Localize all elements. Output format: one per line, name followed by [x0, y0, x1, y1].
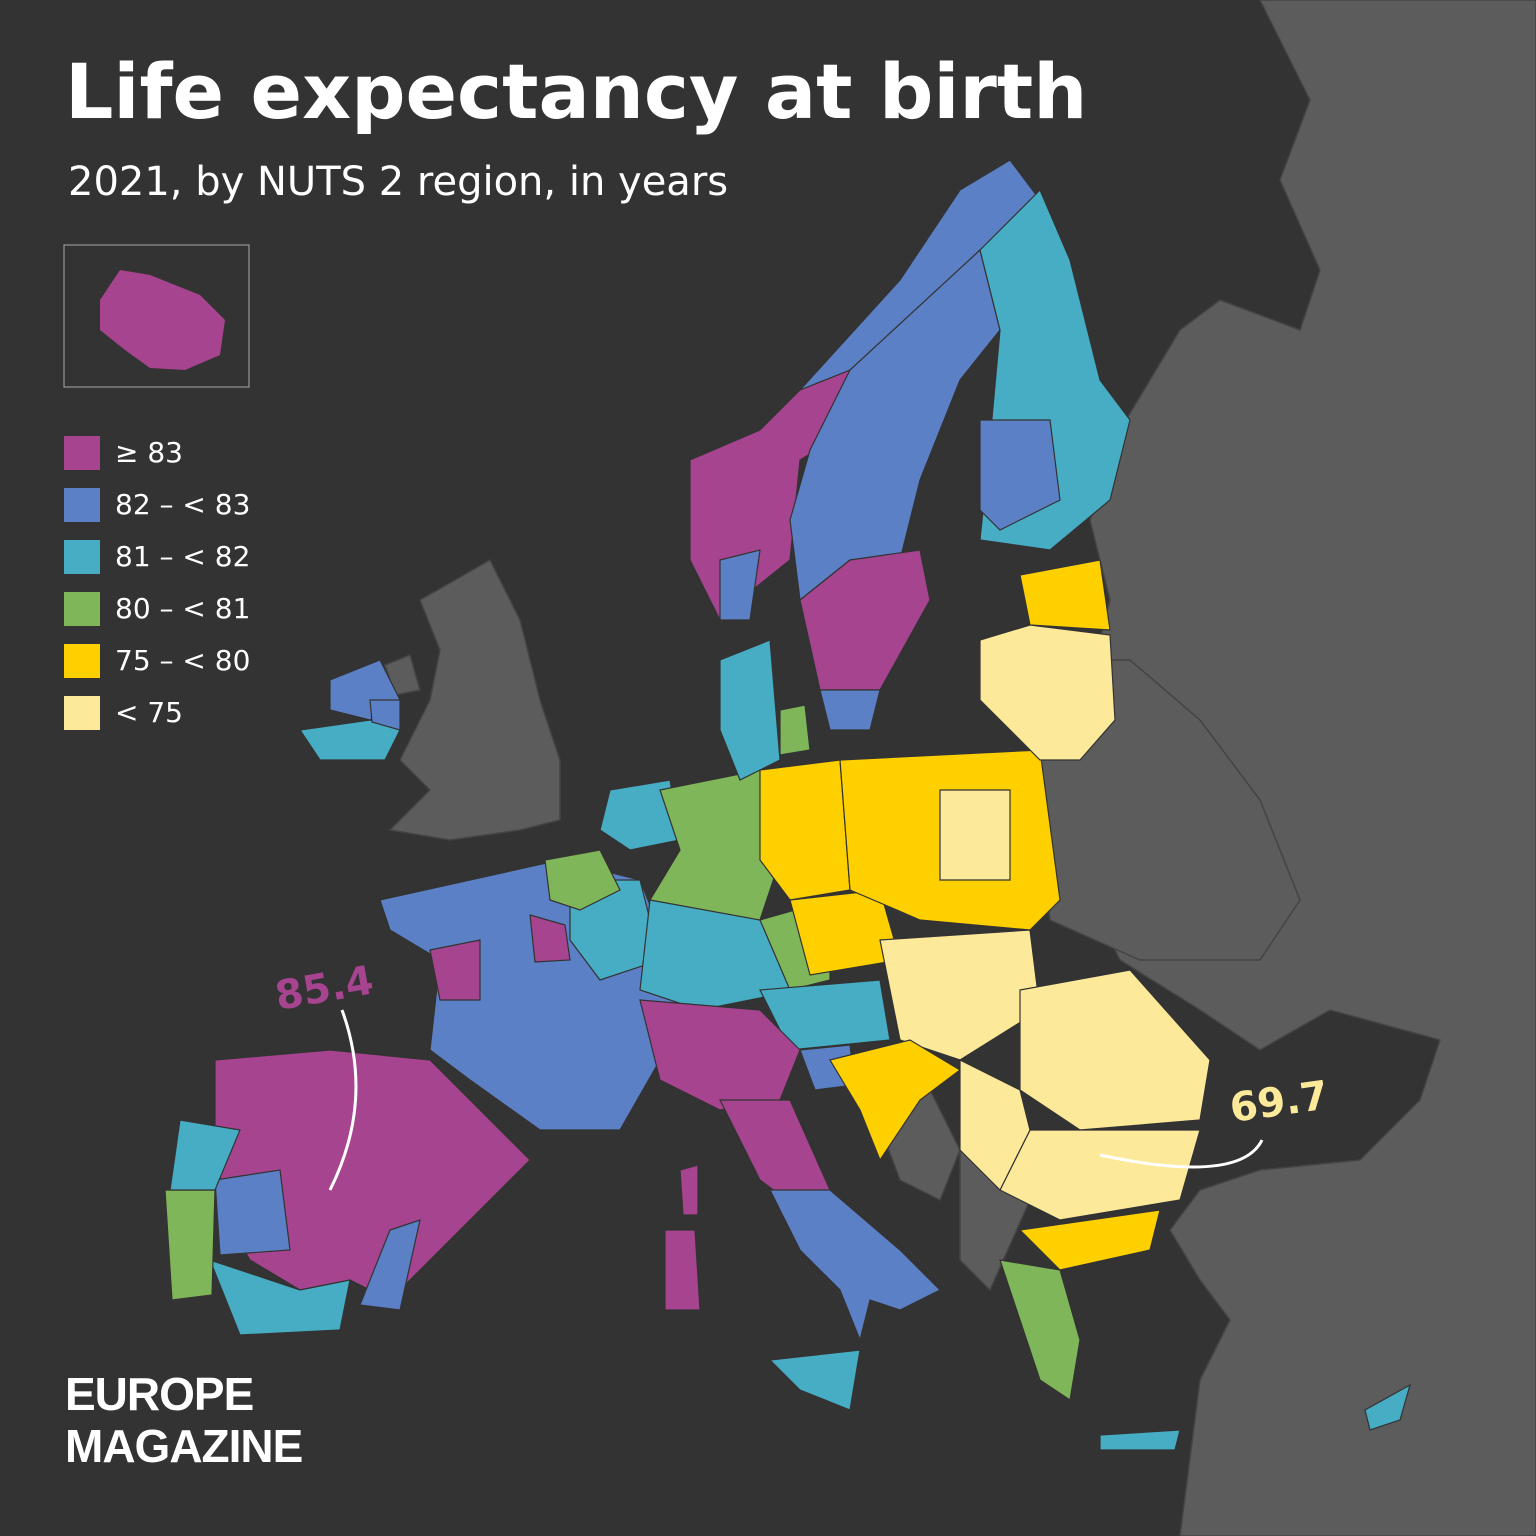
germany-south	[639, 899, 801, 1011]
brand: MAGAZINE	[65, 1420, 302, 1472]
legend-label: 75 – < 80	[115, 644, 250, 677]
germany-east	[759, 759, 851, 901]
pays-de-la-loire	[429, 939, 481, 1001]
legend-label: 81 – < 82	[115, 540, 250, 573]
legend-swatch	[64, 592, 100, 626]
crete	[1099, 1429, 1181, 1451]
denmark	[719, 639, 781, 781]
greece-north	[1018, 1209, 1161, 1271]
legend: ≥ 83 82 – < 83 81 – < 82 80 – < 81 75 – < 80…	[64, 436, 250, 730]
ireland-east	[369, 699, 401, 731]
estonia	[1019, 559, 1111, 631]
inset-frame	[63, 244, 250, 388]
eastern-land	[1039, 0, 1536, 1536]
norway-south	[719, 549, 761, 621]
legend-label: 82 – < 83	[115, 488, 250, 521]
ireland-south	[298, 719, 401, 761]
legend-swatch	[64, 488, 100, 522]
finland-west	[979, 419, 1061, 531]
croatia	[829, 1039, 962, 1162]
portugal-north	[169, 1119, 241, 1191]
italy-south	[769, 1189, 942, 1342]
slovakia-hungary	[879, 929, 1041, 1061]
castile	[214, 1169, 291, 1256]
alsace-region	[569, 879, 661, 981]
subtitle: 2021, by NUTS 2 region, in years	[68, 159, 728, 205]
brand: EUROPE	[65, 1368, 253, 1420]
legend-swatch	[64, 696, 100, 730]
legend-swatch	[64, 436, 100, 470]
great-britain	[388, 558, 561, 841]
valencia	[359, 1219, 421, 1311]
corsica	[679, 1164, 699, 1216]
western-balkan-eu	[959, 1059, 1031, 1192]
andalusia	[208, 1259, 351, 1336]
legend-swatch	[64, 644, 100, 678]
ile-de-france	[529, 914, 571, 963]
title: Life expectancy at birth	[65, 47, 1087, 136]
netherlands	[599, 779, 681, 851]
sicily	[768, 1349, 861, 1411]
skane	[819, 689, 881, 731]
legend-label: < 75	[115, 696, 183, 729]
cyprus	[1364, 1383, 1411, 1431]
belgium	[544, 849, 621, 911]
portugal	[164, 1189, 216, 1301]
latvia-lithuania	[979, 624, 1116, 761]
annotation-line	[1099, 1139, 1264, 1169]
annotation-line	[328, 1009, 358, 1191]
legend-label: 80 – < 81	[115, 592, 250, 625]
legend-label: ≥ 83	[115, 436, 183, 469]
greece	[999, 1259, 1081, 1402]
iceland	[100, 270, 225, 370]
eu-regions	[164, 159, 1411, 1451]
legend-swatch	[64, 540, 100, 574]
zealand	[779, 704, 811, 756]
poland-central	[939, 789, 1011, 881]
sardinia	[664, 1229, 701, 1311]
